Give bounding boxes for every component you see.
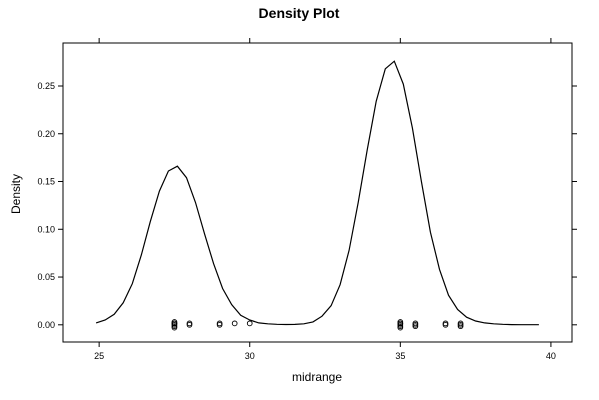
x-tick-label: 30 — [245, 351, 255, 361]
y-tick-label: 0.10 — [37, 224, 55, 234]
density-curve-group — [95, 60, 539, 326]
y-tick-label: 0.15 — [37, 177, 55, 187]
density-curve-line — [95, 60, 539, 326]
rug-point — [397, 320, 404, 327]
rug-point — [216, 321, 223, 328]
chart-title: Density Plot — [259, 5, 340, 21]
rug-point — [171, 324, 178, 331]
rug-points-group — [171, 319, 464, 331]
rug-point — [246, 320, 253, 327]
x-tick-label: 40 — [546, 351, 556, 361]
x-tick-label: 25 — [94, 351, 104, 361]
x-axis-label: midrange — [292, 370, 342, 384]
x-tick-label: 35 — [395, 351, 405, 361]
y-axis: 0.00 0.05 0.10 0.15 0.20 0.25 — [37, 81, 577, 330]
rug-point — [412, 323, 419, 330]
rug-point — [186, 321, 193, 328]
rug-point — [171, 320, 178, 327]
rug-point — [231, 320, 238, 327]
plot-panel — [62, 42, 573, 343]
y-tick-label: 0.20 — [37, 129, 55, 139]
rug-point — [397, 324, 404, 331]
y-tick-label: 0.00 — [37, 320, 55, 330]
y-axis-label: Density — [9, 174, 23, 214]
rug-point — [457, 323, 464, 330]
y-tick-label: 0.05 — [37, 272, 55, 282]
y-tick-label: 0.25 — [37, 81, 55, 91]
x-axis: 25 30 35 40 — [94, 38, 556, 361]
rug-point — [442, 321, 449, 328]
